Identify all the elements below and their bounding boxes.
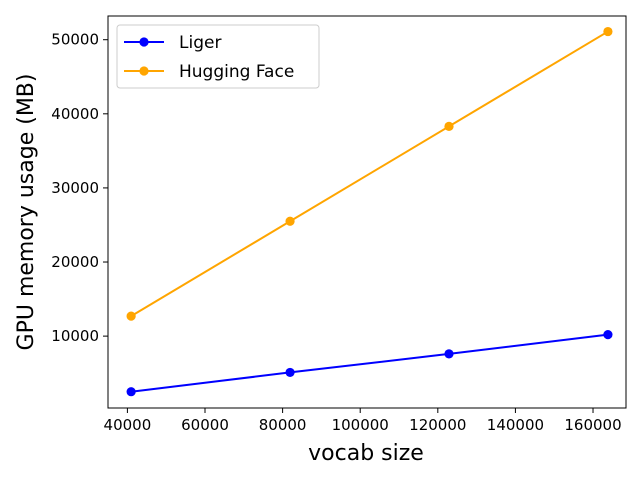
legend-label-1: Hugging Face	[179, 62, 294, 82]
series-line-1	[130, 30, 609, 317]
y-axis: 10000 20000 30000 40000 50000	[51, 31, 108, 345]
y-tick-label-3: 40000	[51, 105, 99, 123]
plot-area	[107, 15, 627, 409]
legend-marker-0	[139, 37, 149, 47]
series-0-point-2	[444, 349, 454, 359]
x-tick-label-0: 40000	[104, 416, 152, 434]
y-tick-label-1: 20000	[51, 253, 99, 271]
series-0-point-3	[603, 330, 613, 340]
legend: Liger Hugging Face	[116, 24, 320, 89]
y-axis-label: GPU memory usage (MB)	[14, 74, 39, 351]
x-tick-label-2: 80000	[259, 416, 307, 434]
x-tick-label-6: 160000	[564, 416, 621, 434]
series-1-point-0	[126, 311, 136, 321]
x-tick-label-3: 100000	[332, 416, 389, 434]
legend-label-0: Liger	[179, 33, 221, 53]
series-1-point-1	[285, 216, 295, 226]
series-0-point-1	[285, 367, 295, 378]
series-1-point-2	[444, 121, 454, 132]
series-1-point-3	[603, 26, 613, 37]
y-tick-label-2: 30000	[51, 179, 99, 197]
x-tick-label-4: 120000	[409, 416, 466, 434]
y-tick-label-4: 50000	[51, 31, 99, 49]
x-tick-label-1: 60000	[181, 416, 229, 434]
x-axis-label: vocab size	[308, 441, 424, 466]
legend-box	[116, 24, 320, 89]
series-0-point-0	[126, 387, 136, 397]
legend-marker-1	[139, 66, 149, 76]
y-tick-label-0: 10000	[51, 327, 99, 345]
plot-frame	[107, 15, 627, 409]
series-line-0	[131, 333, 609, 393]
x-axis: 40000 60000 80000 100000 120000 140000 160000	[104, 408, 622, 434]
x-tick-label-5: 140000	[487, 416, 544, 434]
